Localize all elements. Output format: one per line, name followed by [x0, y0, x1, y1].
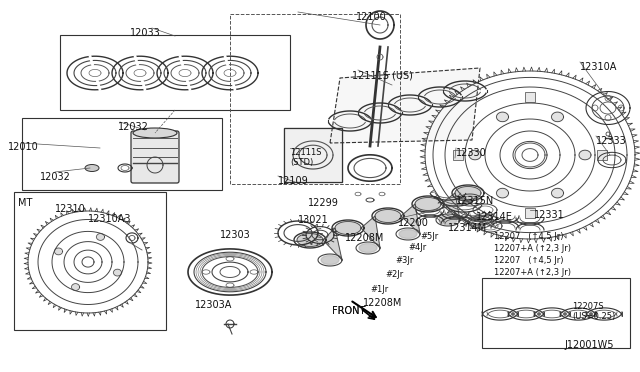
Polygon shape [415, 198, 441, 211]
Polygon shape [455, 186, 481, 199]
Text: 12100: 12100 [356, 12, 387, 22]
Text: 12208M: 12208M [345, 233, 385, 243]
FancyBboxPatch shape [525, 208, 535, 218]
Text: 12303: 12303 [220, 230, 251, 240]
Text: 12331: 12331 [534, 210, 564, 220]
Polygon shape [401, 204, 420, 234]
Polygon shape [323, 228, 342, 260]
Polygon shape [579, 150, 591, 160]
Text: 12032: 12032 [118, 122, 149, 132]
Polygon shape [439, 215, 457, 224]
Text: 12207   (↑4,5 Jr): 12207 (↑4,5 Jr) [494, 232, 563, 241]
Text: 12200: 12200 [398, 218, 429, 228]
Text: 12310: 12310 [55, 204, 86, 214]
Polygon shape [469, 150, 481, 160]
Polygon shape [441, 193, 460, 220]
Text: 12109: 12109 [278, 176, 308, 186]
FancyBboxPatch shape [453, 150, 463, 160]
Polygon shape [497, 112, 509, 122]
Text: #1Jr: #1Jr [370, 285, 388, 294]
Polygon shape [399, 230, 417, 238]
Polygon shape [330, 68, 480, 143]
FancyBboxPatch shape [597, 150, 607, 160]
Text: 12303A: 12303A [195, 300, 232, 310]
Bar [284, 128, 342, 182]
Bar [482, 278, 630, 348]
Bar [230, 14, 400, 184]
Text: FRONT: FRONT [332, 306, 365, 316]
Bar [22, 118, 222, 190]
Ellipse shape [133, 128, 177, 138]
Text: 12207S
(US=0.25): 12207S (US=0.25) [572, 302, 615, 321]
Text: 12314M: 12314M [448, 223, 487, 233]
Text: FRONT: FRONT [332, 306, 365, 316]
Ellipse shape [85, 164, 99, 171]
Text: #4Jr: #4Jr [408, 243, 426, 252]
Text: 12010: 12010 [8, 142, 39, 152]
Bar [60, 35, 290, 110]
Text: 12208M: 12208M [363, 298, 403, 308]
Polygon shape [113, 269, 122, 276]
Text: #2Jr: #2Jr [385, 270, 403, 279]
Text: 12315N: 12315N [456, 196, 494, 206]
Polygon shape [335, 221, 361, 234]
Text: 12310A3: 12310A3 [88, 214, 131, 224]
Text: 12111S
(STD): 12111S (STD) [290, 148, 321, 167]
Text: #5Jr: #5Jr [420, 232, 438, 241]
Text: 12330: 12330 [456, 148, 487, 158]
Polygon shape [497, 188, 509, 198]
Text: 12207   (↑4,5 Jr): 12207 (↑4,5 Jr) [494, 256, 563, 265]
Text: 12033: 12033 [130, 28, 161, 38]
Text: 12207+A (↑2,3 Jr): 12207+A (↑2,3 Jr) [494, 268, 571, 277]
Text: 12111S (US): 12111S (US) [352, 70, 413, 80]
Polygon shape [361, 216, 380, 248]
Bar [14, 192, 166, 330]
Text: 12310A: 12310A [580, 62, 618, 72]
Text: 12299: 12299 [308, 198, 339, 208]
FancyBboxPatch shape [525, 92, 535, 102]
Polygon shape [97, 234, 104, 240]
Text: 12314E: 12314E [476, 212, 513, 222]
Text: #3Jr: #3Jr [395, 256, 413, 265]
Text: 12333: 12333 [596, 136, 627, 146]
Polygon shape [375, 209, 401, 222]
FancyBboxPatch shape [131, 131, 179, 183]
Polygon shape [297, 234, 323, 247]
Text: 12032: 12032 [40, 172, 71, 182]
Text: J12001W5: J12001W5 [564, 340, 614, 350]
Text: MT: MT [18, 198, 33, 208]
Polygon shape [72, 284, 79, 291]
Bar [284, 128, 342, 182]
Polygon shape [552, 112, 563, 122]
Text: 12207+A (↑2,3 Jr): 12207+A (↑2,3 Jr) [494, 244, 571, 253]
Polygon shape [54, 248, 63, 255]
Text: 13021: 13021 [298, 215, 329, 225]
Polygon shape [359, 244, 377, 253]
Polygon shape [552, 188, 563, 198]
Polygon shape [321, 256, 339, 264]
